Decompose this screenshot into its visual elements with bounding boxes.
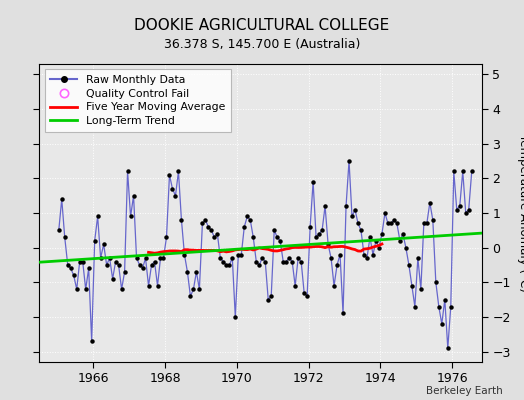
Y-axis label: Temperature Anomaly (°C): Temperature Anomaly (°C): [517, 134, 524, 292]
Legend: Raw Monthly Data, Quality Control Fail, Five Year Moving Average, Long-Term Tren: Raw Monthly Data, Quality Control Fail, …: [45, 70, 231, 132]
Text: Berkeley Earth: Berkeley Earth: [427, 386, 503, 396]
Text: DOOKIE AGRICULTURAL COLLEGE: DOOKIE AGRICULTURAL COLLEGE: [134, 18, 390, 33]
Text: 36.378 S, 145.700 E (Australia): 36.378 S, 145.700 E (Australia): [164, 38, 360, 51]
